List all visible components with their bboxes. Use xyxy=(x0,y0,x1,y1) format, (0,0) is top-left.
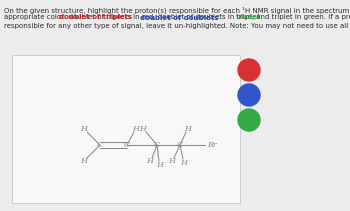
Text: H: H xyxy=(140,125,147,133)
Text: On the given structure, highlight the proton(s) responsible for each ¹H NMR sign: On the given structure, highlight the pr… xyxy=(4,6,350,14)
Text: H: H xyxy=(80,125,88,133)
Text: H: H xyxy=(147,157,154,165)
Text: H: H xyxy=(133,125,140,133)
Text: H: H xyxy=(156,161,163,169)
Circle shape xyxy=(238,59,260,81)
Text: H: H xyxy=(168,157,175,165)
Text: responsible for any other type of signal, leave it un-highlighted. Note: You may: responsible for any other type of signal… xyxy=(4,23,350,29)
Text: H: H xyxy=(80,157,88,165)
Text: triplet: triplet xyxy=(236,15,261,20)
Text: C: C xyxy=(177,141,183,149)
Text: C: C xyxy=(154,141,160,149)
Text: doublet of triplets: doublet of triplets xyxy=(59,15,132,20)
Circle shape xyxy=(238,109,260,131)
FancyBboxPatch shape xyxy=(12,55,240,203)
Circle shape xyxy=(238,84,260,106)
Text: C: C xyxy=(97,141,103,149)
Text: Br: Br xyxy=(207,141,217,149)
Text: H: H xyxy=(181,159,188,167)
Text: H: H xyxy=(184,125,191,133)
Text: appropriate color: doublet of triplets in red, doublet of doublets in blue, and : appropriate color: doublet of triplets i… xyxy=(4,15,350,20)
Text: C: C xyxy=(124,141,130,149)
Text: doublet of doublets: doublet of doublets xyxy=(140,15,219,20)
